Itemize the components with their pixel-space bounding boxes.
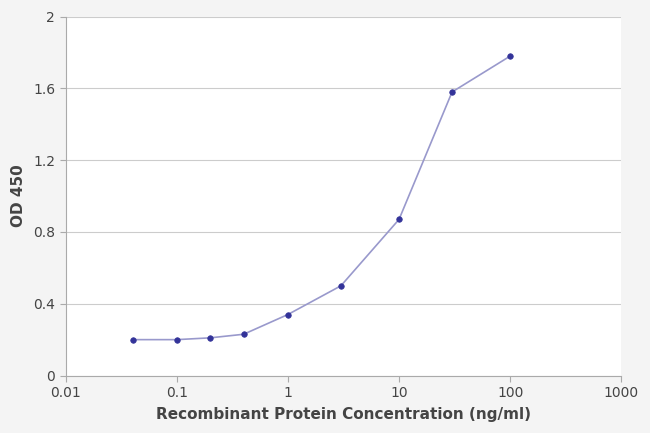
X-axis label: Recombinant Protein Concentration (ng/ml): Recombinant Protein Concentration (ng/ml…: [156, 407, 531, 422]
Y-axis label: OD 450: OD 450: [11, 165, 26, 227]
